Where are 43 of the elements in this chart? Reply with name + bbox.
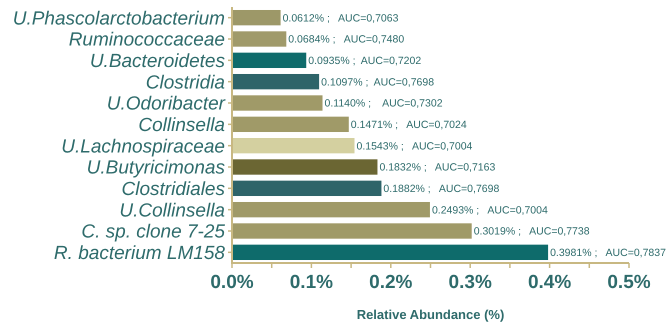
data-label: 0.1543% ; AUC=0,7004 bbox=[356, 140, 473, 152]
x-tick-label: 0.4% bbox=[528, 272, 572, 293]
data-label: 0.1832% ; AUC=0,7163 bbox=[379, 162, 496, 174]
data-label: 0.1471% ; AUC=0,7024 bbox=[350, 119, 467, 132]
bar bbox=[232, 10, 281, 26]
data-label: 0.1140% ; AUC=0,7302 bbox=[324, 98, 443, 110]
data-label: 0.0612% ; AUC=0,7063 bbox=[282, 12, 399, 24]
x-tick-label: 0.0% bbox=[210, 272, 254, 293]
y-tick-label: Ruminococcaceae bbox=[68, 30, 225, 51]
bar bbox=[232, 74, 320, 90]
bar bbox=[232, 180, 382, 196]
x-tick-label: 0.3% bbox=[448, 272, 492, 293]
bar bbox=[232, 159, 378, 175]
bar bbox=[232, 244, 548, 260]
y-tick-label: U.Phascolarctobacterium bbox=[12, 8, 225, 30]
x-tick-label: 0.5% bbox=[607, 272, 651, 293]
bar bbox=[232, 223, 472, 239]
bar bbox=[232, 31, 286, 47]
x-tick-label: 0.2% bbox=[369, 272, 413, 293]
bar bbox=[232, 138, 355, 154]
bar bbox=[232, 95, 323, 111]
data-label: 0.3981% ; AUC=0,7837 bbox=[550, 247, 666, 260]
x-axis-title: Relative Abundance (%) bbox=[356, 307, 504, 322]
y-tick-label: Clostridiales bbox=[122, 178, 226, 200]
y-tick-label: C. sp. clone 7-25 bbox=[81, 222, 226, 243]
bar bbox=[232, 202, 430, 218]
data-label: 0.2493% ; AUC=0,7004 bbox=[432, 204, 548, 216]
y-tick-label: U.Butyricimonas bbox=[86, 158, 226, 179]
y-tick-label: U.Lachnospiraceae bbox=[61, 136, 225, 158]
bar bbox=[232, 116, 349, 132]
bar bbox=[232, 52, 306, 68]
data-label: 0.0935% ; AUC=0,7202 bbox=[308, 55, 422, 68]
x-tick-label: 0.1% bbox=[290, 272, 334, 293]
y-tick-label: U.Collinsella bbox=[119, 200, 225, 222]
data-label: 0.0684% ; AUC=0,7480 bbox=[288, 34, 404, 46]
y-tick-label: U.Bacteroidetes bbox=[90, 50, 226, 72]
y-tick-label: U.Odoribacter bbox=[106, 94, 226, 115]
data-label: 0.3019% ; AUC=0,7738 bbox=[474, 226, 590, 238]
data-label: 0.1097% ; AUC=0,7698 bbox=[321, 76, 434, 88]
y-tick-label: Clostridia bbox=[146, 72, 225, 94]
y-tick-label: R. bacterium LM158 bbox=[54, 242, 226, 264]
y-tick-label: Collinsella bbox=[138, 114, 225, 136]
data-label: 0.1882% ; AUC=0,7698 bbox=[383, 183, 500, 196]
